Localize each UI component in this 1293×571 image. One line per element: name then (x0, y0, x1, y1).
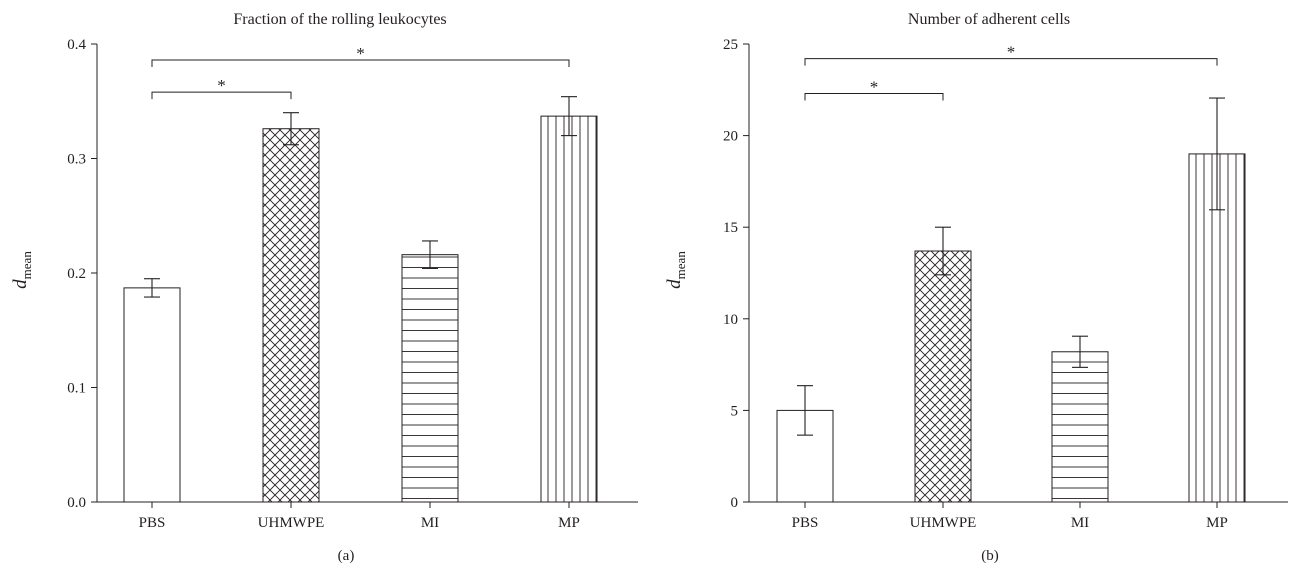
bar-mp (1188, 153, 1246, 503)
significance-star: * (356, 44, 365, 63)
y-axis-label-main: d (664, 279, 685, 289)
panel-label: (a) (338, 548, 355, 564)
y-axis-label-subscript: mean (19, 251, 34, 280)
chart-title: Number of adherent cells (908, 11, 1070, 28)
y-tick-label: 0.4 (67, 37, 86, 53)
y-tick-label: 10 (723, 312, 738, 328)
significance-star: * (217, 76, 226, 95)
y-axis-label: dmean (664, 251, 688, 289)
significance-star: * (1007, 43, 1016, 62)
bar-uhmwpe (262, 128, 320, 503)
x-tick-label: MP (558, 515, 580, 531)
significance-bracket (151, 91, 292, 100)
y-axis-label-main: d (10, 279, 31, 289)
x-tick-label: UHMWPE (910, 515, 977, 531)
x-tick-label: PBS (139, 515, 166, 531)
x-tick-label: MI (421, 515, 439, 531)
bar-pbs (123, 287, 181, 503)
bar-mi (1051, 351, 1109, 503)
bar-mi (401, 254, 459, 503)
bar-mp (540, 115, 598, 503)
significance-bracket (151, 59, 570, 68)
y-axis-label-subscript: mean (673, 251, 688, 280)
y-tick-label: 0.1 (67, 381, 86, 397)
chart-panel-a: Fraction of the rolling leukocytes dmean… (10, 11, 638, 564)
y-axis-label: dmean (10, 251, 34, 289)
y-tick-label: 20 (723, 129, 738, 145)
y-tick-label: 5 (731, 403, 739, 419)
y-tick-label: 25 (723, 37, 738, 53)
x-tick-label: MP (1206, 515, 1228, 531)
bar-pbs (776, 409, 834, 503)
y-tick-label: 0.3 (67, 152, 86, 168)
chart-title: Fraction of the rolling leukocytes (233, 11, 446, 28)
y-tick-label: 0.0 (67, 495, 86, 511)
x-tick-label: MI (1071, 515, 1089, 531)
x-tick-label: UHMWPE (258, 515, 325, 531)
significance-star: * (870, 77, 879, 96)
significance-bracket (804, 92, 944, 101)
y-tick-label: 15 (723, 220, 738, 236)
bar-uhmwpe (914, 250, 972, 503)
panel-label: (b) (981, 548, 999, 564)
chart-panel-b: Number of adherent cells dmean (b) 0 5 10 1… (664, 11, 1288, 564)
y-tick-label: 0.2 (67, 266, 86, 282)
y-tick-label: 0 (731, 495, 739, 511)
significance-bracket (804, 58, 1218, 66)
x-tick-label: PBS (792, 515, 819, 531)
